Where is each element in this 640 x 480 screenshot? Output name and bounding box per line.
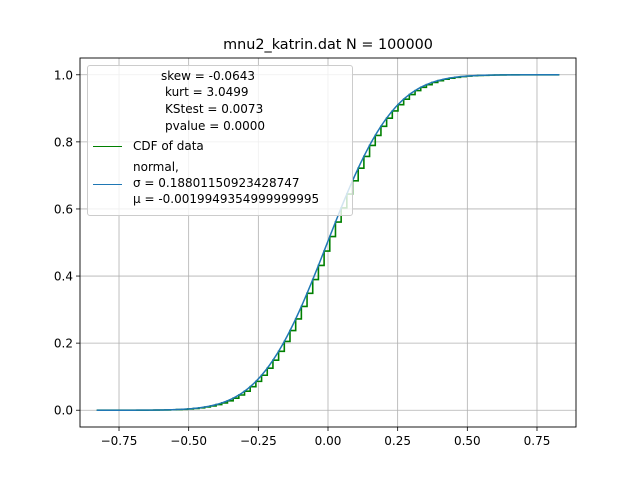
y-tick-label: 0.6 <box>54 202 73 216</box>
y-tick-label: 1.0 <box>54 68 73 82</box>
skew-stat: skew = -0.0643 <box>161 69 255 83</box>
x-tick-label: 0.50 <box>454 434 481 448</box>
legend-label-sigma: σ = 0.18801150923428747 <box>133 176 300 190</box>
kstest-stat: KStest = 0.0073 <box>165 102 264 116</box>
pvalue-stat: pvalue = 0.0000 <box>165 119 266 133</box>
legend-swatch-cdf <box>93 146 122 147</box>
kurt-stat: kurt = 3.0499 <box>165 85 249 99</box>
x-tick-label: 0.75 <box>524 434 551 448</box>
x-tick-label: −0.75 <box>101 434 138 448</box>
legend-swatch-normal <box>93 184 122 185</box>
legend-label-mu: μ = -0.0019949354999999995 <box>133 192 320 206</box>
y-tick-label: 0.0 <box>54 404 73 418</box>
y-tick-label: 0.8 <box>54 135 73 149</box>
x-tick-label: 0.00 <box>315 434 342 448</box>
legend-label-cdf: CDF of data <box>133 139 204 153</box>
y-tick-label: 0.4 <box>54 270 73 284</box>
legend-label-normal: normal, <box>133 160 179 174</box>
axis-ticks: −0.75 −0.50 −0.25 0.00 0.25 0.50 0.75 0.0 0.2 0.4… <box>54 68 550 448</box>
x-tick-label: 0.25 <box>384 434 411 448</box>
x-tick-label: −0.50 <box>170 434 207 448</box>
series-normal-cdf <box>96 74 560 411</box>
series-layer <box>96 73 560 412</box>
x-tick-label: −0.25 <box>240 434 277 448</box>
legend: skew = -0.0643 kurt = 3.0499 KStest = 0.… <box>87 65 353 216</box>
y-tick-label: 0.2 <box>54 337 73 351</box>
chart-title: mnu2_katrin.dat N = 100000 <box>223 37 433 53</box>
